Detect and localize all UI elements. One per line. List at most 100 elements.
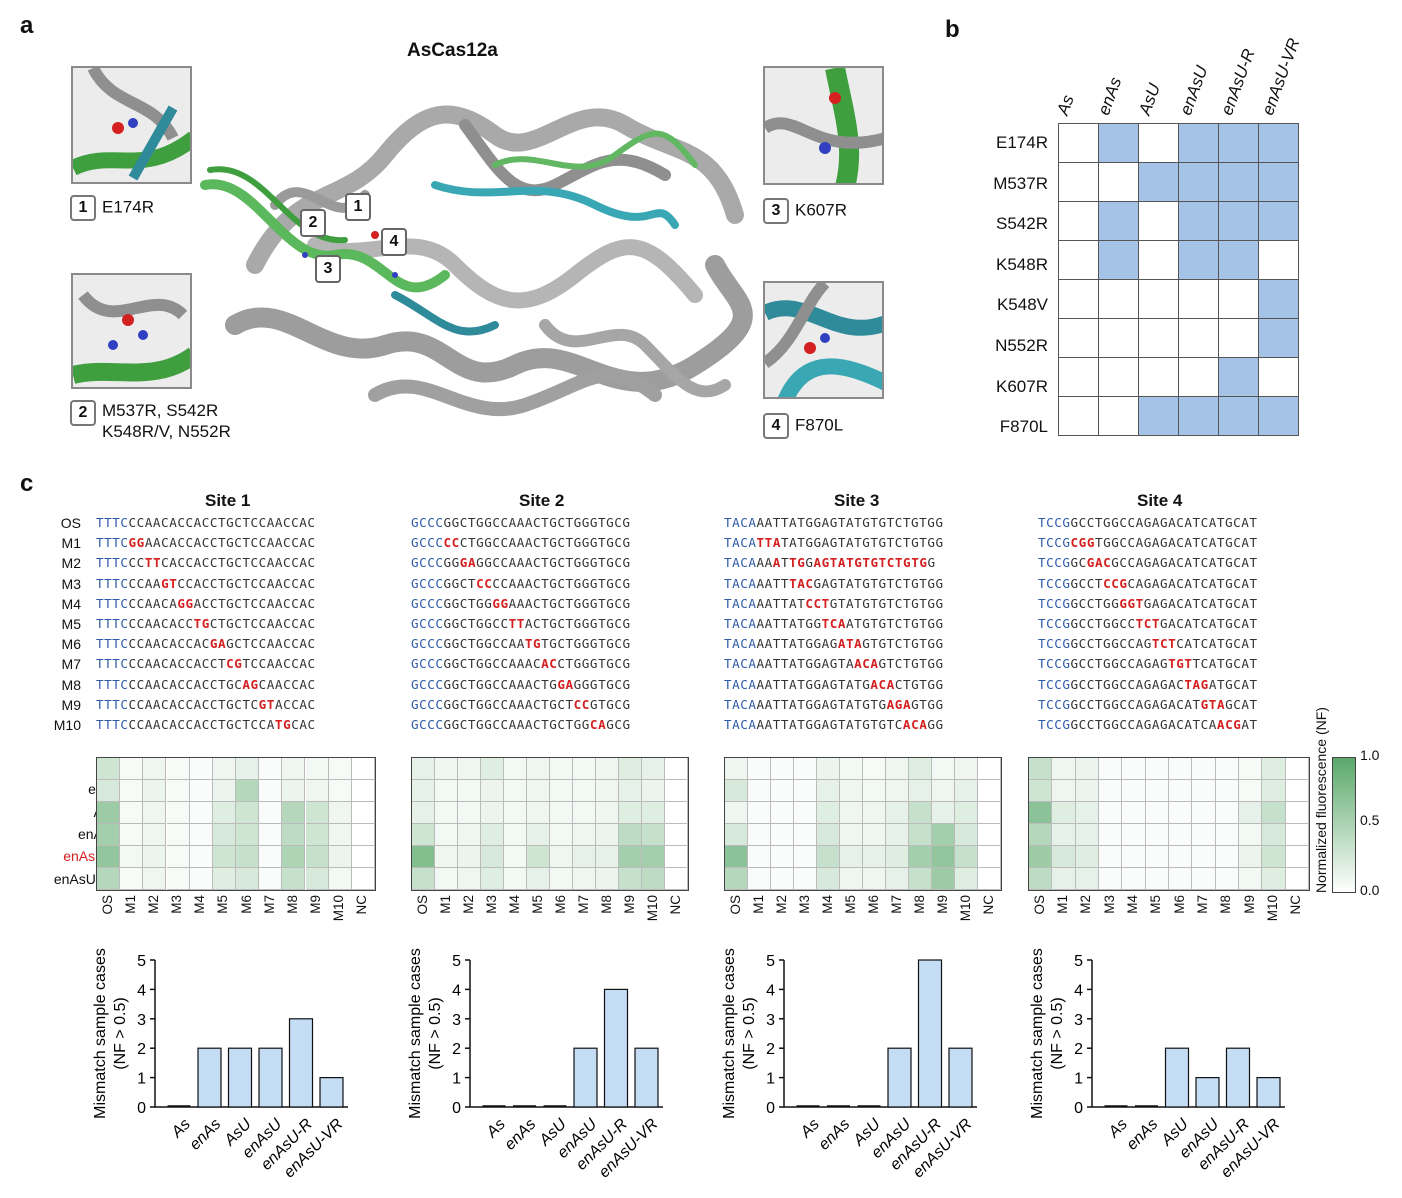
heatmap [724, 757, 1002, 891]
heatmap-cell [166, 846, 190, 868]
sequence-row-label: M4 [61, 595, 81, 612]
sequence-line: GCCCGGCTGGCCAATGTGCTGGGTGCG [411, 634, 631, 654]
colorbar-tick-0: 0.0 [1360, 882, 1380, 898]
protospacer-sequence: CGGTGGCCAGAGACATCATGCAT [1070, 535, 1258, 551]
sequence-block: TACAAATTATGGAGTATGTGTCTGTGG TACATTATATGGA… [724, 513, 944, 735]
heatmap-cell [481, 802, 504, 824]
heatmap-cell [481, 824, 504, 846]
protospacer-sequence: CCAACACCACCTGCTCCATGCAC [128, 716, 316, 732]
heatmap-cell [282, 802, 306, 824]
protospacer-sequence: GCGACGCCAGAGACATCATGCAT [1070, 555, 1258, 571]
heatmap-cell [1122, 780, 1146, 802]
sequence-block: TTTCCCAACACCACCTGCTCCAACCAC TTTCGGAACACCA… [96, 513, 316, 735]
heatmap-cell [504, 780, 527, 802]
heatmap-cell [886, 758, 909, 780]
inset-number-4: 4 [763, 413, 789, 439]
heatmap-cell [596, 846, 619, 868]
heatmap-cell [794, 802, 817, 824]
heatmap-cell [189, 758, 213, 780]
y-tick-label: 1 [1074, 1071, 1083, 1088]
heatmap-cell [886, 780, 909, 802]
matrix-cell [1098, 240, 1139, 280]
heatmap-cell [978, 758, 1001, 780]
y-tick-label: 3 [1074, 1012, 1083, 1029]
heatmap-cell [642, 846, 665, 868]
heatmap-cell [794, 824, 817, 846]
heatmap-cell [212, 758, 236, 780]
pam-sequence: TACA [724, 656, 757, 672]
pam-sequence: TTTC [96, 656, 129, 672]
heatmap-cell [458, 846, 481, 868]
heatmap-cell [1215, 868, 1239, 890]
matrix-row [1058, 162, 1299, 202]
heatmap-cell [1169, 868, 1193, 890]
pam-sequence: GCCC [411, 716, 444, 732]
heatmap-cell [328, 802, 352, 824]
pam-sequence: TCCG [1038, 696, 1071, 712]
heatmap-cell [886, 802, 909, 824]
heatmap-cell [120, 802, 144, 824]
sequence-line: GCCCGGCTGGGGAAACTGCTGGGTGCG [411, 594, 631, 614]
heatmap-cell [573, 824, 596, 846]
pam-sequence: TTTC [96, 535, 129, 551]
pam-sequence: TACA [724, 535, 757, 551]
heatmap-cell [435, 846, 458, 868]
panel-label-a: a [20, 12, 34, 39]
heatmap-cell [619, 868, 642, 890]
pam-sequence: GCCC [411, 656, 444, 672]
heatmap-cell [1029, 758, 1053, 780]
heatmap-cell [351, 824, 375, 846]
inset-number-2: 2 [70, 400, 96, 426]
bar [917, 959, 943, 1108]
matrix-cell [1218, 357, 1259, 397]
heatmap-cell [748, 758, 771, 780]
y-tick-label: 1 [452, 1071, 461, 1088]
heatmap-cell [596, 780, 619, 802]
matrix-cell [1258, 162, 1299, 202]
heatmap-cell [909, 758, 932, 780]
inset-label-4: 4 F870L [763, 413, 843, 439]
matrix-cell [1258, 123, 1299, 163]
sequence-line: TACAAAATTGGAGTATGTGTCTGTGG [724, 553, 944, 573]
heatmap-cell [1262, 780, 1286, 802]
y-tick-label: 0 [1074, 1100, 1083, 1117]
heatmap-cell [725, 846, 748, 868]
heatmap-cell [212, 802, 236, 824]
matrix-row [1058, 318, 1299, 358]
heatmap-cell [189, 846, 213, 868]
heatmap-cell [236, 758, 260, 780]
heatmap-cell [351, 846, 375, 868]
matrix-cell [1258, 357, 1299, 397]
heatmap-cell [458, 824, 481, 846]
heatmap-cell [550, 758, 573, 780]
pam-sequence: TTTC [96, 515, 129, 530]
heatmap [411, 757, 689, 891]
protospacer-sequence: GGCTGGCCAAACTGGAGGGTGCG [443, 676, 631, 692]
heatmap-cell [619, 802, 642, 824]
heatmap-cell [955, 780, 978, 802]
heatmap-cell [97, 846, 121, 868]
heatmap-cell [1192, 824, 1216, 846]
heatmap-cell [665, 846, 688, 868]
protospacer-sequence: GGCTCCCCAAACTGCTGGGTGCG [443, 575, 631, 591]
matrix-cell [1138, 162, 1179, 202]
heatmap-cell [259, 780, 283, 802]
bar [227, 1047, 253, 1108]
pam-sequence: TTTC [96, 555, 129, 571]
heatmap-cell [143, 868, 167, 890]
heatmap-cell [1169, 824, 1193, 846]
matrix-cell [1098, 357, 1139, 397]
heatmap-cell [642, 824, 665, 846]
heatmap-cell [1099, 868, 1123, 890]
bar [197, 1047, 222, 1108]
pam-sequence: TCCG [1038, 575, 1071, 591]
inset-image-3 [763, 66, 884, 185]
bar [258, 1047, 283, 1108]
heatmap-cell [725, 802, 748, 824]
heatmap-cell [642, 868, 665, 890]
heatmap-cell [1122, 868, 1146, 890]
protospacer-sequence: GCCTGGCCAGAGACATCAACGAT [1070, 716, 1258, 732]
heatmap-cell [435, 780, 458, 802]
sequence-line: TACAAATTATGGAGTATGTGAGAGTGG [724, 695, 944, 715]
y-tick-label: 0 [452, 1100, 461, 1117]
